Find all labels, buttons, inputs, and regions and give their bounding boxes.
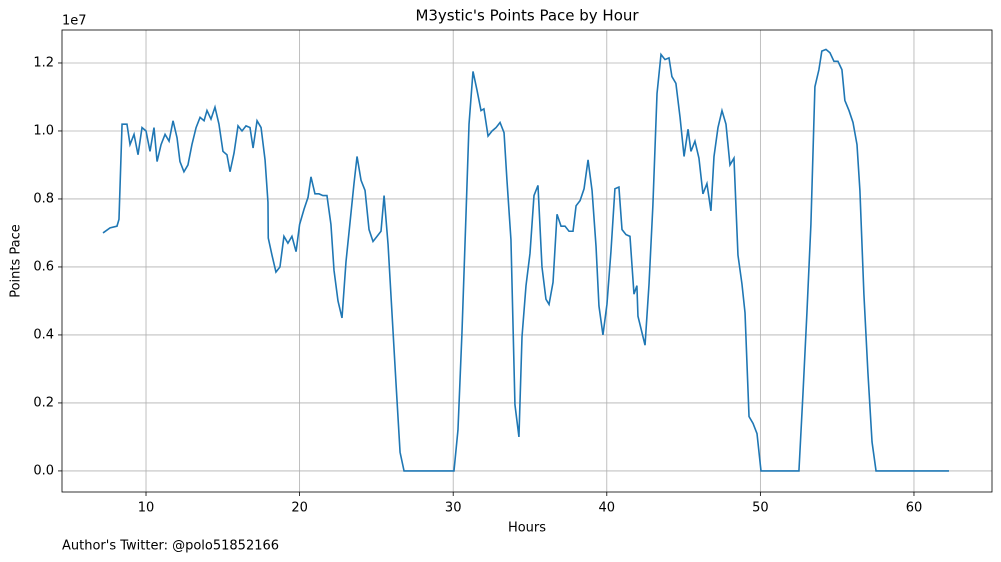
x-tick-label: 40	[599, 501, 616, 516]
plot-frame	[61, 29, 993, 493]
plot-area: 0.0 0.2 0.4 0.6 0.8 1.0 1.2 10 20 30 40 50 60	[33, 30, 992, 516]
x-tick-label: 50	[752, 501, 769, 516]
y-tick-label: 0.8	[33, 191, 54, 206]
x-tick-label: 30	[445, 501, 462, 516]
x-tick-label: 20	[291, 501, 308, 516]
y-tick-label: 0.4	[33, 327, 54, 342]
chart-title: M3ystic's Points Pace by Hour	[415, 7, 639, 25]
y-tick-label: 0.6	[33, 259, 54, 274]
y-axis-label: Points Pace	[9, 224, 24, 298]
y-tick-label: 0.2	[33, 395, 54, 410]
y-tick-label: 1.0	[33, 123, 54, 138]
x-tick-label: 10	[138, 501, 155, 516]
data-line	[102, 48, 949, 472]
x-axis-label: Hours	[508, 521, 546, 536]
y-tick-label: 1.2	[33, 55, 54, 70]
y-offset-label: 1e7	[62, 14, 87, 29]
x-tick-label: 60	[906, 501, 923, 516]
y-tick-label: 0.0	[33, 463, 54, 478]
footnote: Author's Twitter: @polo51852166	[62, 539, 279, 554]
